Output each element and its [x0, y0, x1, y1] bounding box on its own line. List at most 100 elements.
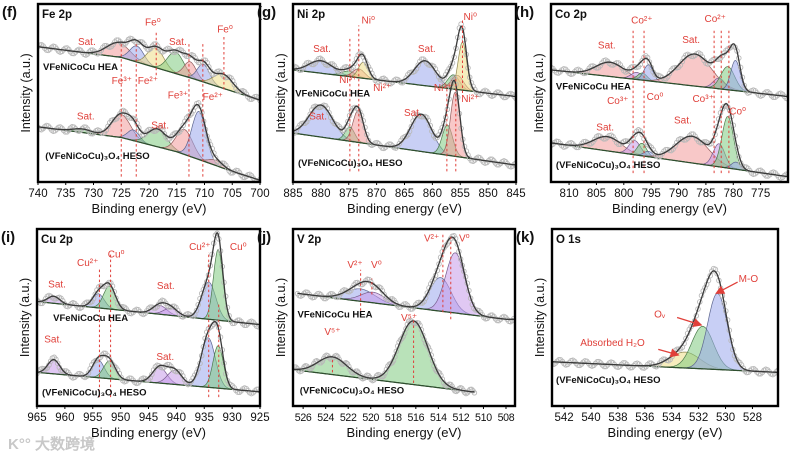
plot-frame	[549, 2, 790, 184]
peak-annotation: Sat.	[313, 44, 331, 55]
x-tick-label: 875	[339, 188, 358, 200]
sample-label: VFeNiCoCu HEA	[43, 62, 118, 73]
data-point	[471, 390, 478, 396]
x-tick-label: 955	[83, 412, 102, 424]
data-point	[129, 36, 135, 42]
x-tick-label: 930	[223, 412, 242, 424]
background-line	[293, 369, 475, 393]
peak-annotation: Sat.	[156, 352, 174, 363]
data-point	[59, 48, 65, 55]
peak-annotation: Sat.	[157, 281, 175, 292]
data-point	[424, 290, 431, 296]
data-point	[653, 72, 660, 78]
sample-label: VFeNiCoCu HEA	[53, 313, 128, 324]
x-tick-label: 845	[506, 188, 525, 200]
panel-title: O 1s	[556, 234, 581, 246]
peak-annotation: Ni³⁺	[434, 83, 452, 94]
peak-annotation: Cu²⁺	[77, 258, 98, 269]
panel-title: Ni 2p	[297, 9, 325, 21]
envelope-fit-line	[37, 231, 260, 326]
data-point	[408, 69, 415, 75]
x-tick-label: 534	[662, 412, 682, 424]
peak-annotation: Ni⁰	[464, 12, 477, 23]
y-axis-label: Intensity (a.u.)	[533, 278, 547, 357]
envelope-fit-line	[38, 39, 260, 101]
data-point	[775, 367, 778, 373]
peak-annotation: M-O	[739, 274, 759, 285]
panel-fe-2p: VFeNiCoCu HEA (VFeNiCoCu)₃O₄ HESO Sat. Fe⁰ S…	[2, 2, 270, 216]
x-tick-label: 885	[283, 188, 302, 200]
peak-annotation: Co²⁺	[705, 14, 726, 25]
data-point	[672, 64, 678, 71]
x-tick-label: 855	[451, 188, 470, 200]
y-axis-label: Intensity (a.u.)	[19, 53, 33, 132]
x-tick-label: 935	[195, 412, 214, 424]
peak-annotation: Co³⁺	[692, 94, 713, 105]
panel-letter: (j)	[257, 229, 271, 246]
panel-letter: (h)	[515, 4, 534, 21]
data-point	[118, 304, 124, 310]
envelope-fit-line	[551, 102, 788, 178]
data-point	[429, 357, 436, 364]
data-point	[47, 358, 54, 364]
sample-label: VFeNiCoCu HEA	[298, 310, 373, 321]
data-point	[435, 369, 441, 375]
plot-frame	[291, 227, 517, 408]
sample-label: (VFeNiCoCu)₃O₄ HESO	[556, 375, 660, 386]
y-axis-label: Intensity (a.u.)	[274, 53, 288, 132]
data-point	[111, 363, 117, 369]
peak-annotation: Co³⁺	[607, 96, 628, 107]
data-point	[358, 51, 365, 58]
data-point	[345, 118, 351, 125]
x-tick-label: 514	[430, 412, 447, 424]
x-tick-label: 524	[317, 412, 334, 424]
peak-annotation: Sat.	[309, 112, 327, 123]
panel-letter: (i)	[1, 229, 15, 246]
peak-annotation: V²⁺	[424, 233, 439, 244]
data-point	[182, 52, 188, 58]
y-axis-label: Intensity (a.u.)	[274, 278, 288, 357]
plot-area	[38, 30, 260, 182]
plot-area	[293, 18, 516, 172]
peak-annotation: Ni³⁺	[339, 75, 357, 86]
data-point	[150, 305, 157, 311]
x-tick-label: 520	[362, 412, 379, 424]
x-tick-label: 795	[642, 188, 661, 200]
data-point	[683, 335, 689, 342]
sample-label: VFeNiCoCu HEA	[556, 81, 631, 92]
sample-label: (VFeNiCoCu)₃O₄ HESO	[42, 387, 146, 398]
data-point	[420, 113, 427, 120]
x-tick-label: 725	[112, 188, 131, 200]
peak-annotation: Absorbed H₂O	[580, 338, 645, 349]
peak-annotation: Cu²⁺	[189, 242, 210, 253]
data-point	[123, 378, 129, 384]
x-tick-label: 865	[395, 188, 414, 200]
envelope-fit-line	[552, 270, 778, 374]
envelope-fit-line	[293, 25, 516, 98]
x-tick-label: 542	[555, 412, 574, 424]
data-point	[157, 298, 164, 305]
data-point	[257, 388, 260, 394]
data-point	[224, 165, 231, 171]
spectrum-heso	[552, 265, 778, 378]
peak-annotation: Fe²⁺	[203, 92, 223, 103]
data-point	[785, 96, 788, 102]
plot-frame	[550, 227, 780, 408]
peak-annotation: Fe³⁺	[112, 76, 132, 87]
data-point	[513, 160, 516, 166]
plot-area	[552, 265, 778, 378]
data-point	[352, 60, 358, 67]
peak-annotation: Sat.	[48, 279, 66, 290]
x-tick-label: 805	[587, 188, 606, 200]
panel-letter: (g)	[257, 4, 276, 21]
x-tick-label: 522	[340, 412, 357, 424]
panel-title: Cu 2p	[41, 234, 73, 246]
peak-annotation: Oᵥ	[654, 310, 666, 321]
x-tick-label: 780	[724, 188, 743, 200]
x-tick-label: 960	[55, 412, 74, 424]
envelope-fit-line	[551, 43, 788, 98]
peak-annotation: Fe⁰	[145, 17, 161, 28]
envelope-fit-line	[293, 79, 516, 166]
peak-annotation: Sat.	[682, 35, 700, 46]
